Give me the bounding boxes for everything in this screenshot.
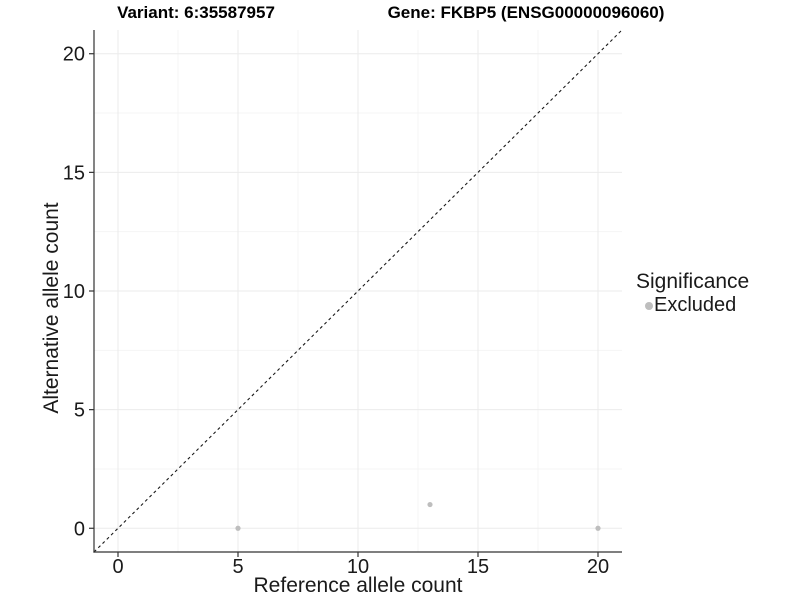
y-tick-label: 20 — [63, 44, 85, 66]
x-axis-title: Reference allele count — [253, 574, 463, 597]
y-axis-title: Alternative allele count — [40, 202, 63, 414]
y-tick-label: 10 — [63, 281, 85, 303]
y-tick-label: 15 — [63, 162, 85, 184]
y-tick-label: 0 — [74, 518, 85, 540]
legend: Significance Excluded — [636, 270, 749, 317]
x-tick-label: 10 — [347, 556, 369, 578]
data-point — [595, 525, 601, 531]
y-tick-label: 5 — [74, 400, 85, 422]
legend-item-label: Excluded — [654, 294, 737, 316]
x-tick-label: 15 — [467, 556, 489, 578]
identity-dashed-line — [93, 29, 623, 553]
legend-title: Significance — [636, 270, 750, 293]
data-point — [235, 525, 241, 531]
legend-key-dot — [645, 301, 653, 310]
x-tick-label: 5 — [232, 556, 243, 578]
legend-item-excluded: Excluded — [645, 294, 749, 317]
plot-title-variant: Variant: 6:35587957 — [117, 3, 275, 22]
plot-title-gene: Gene: FKBP5 (ENSG00000096060) — [387, 3, 665, 22]
data-point — [427, 501, 433, 508]
x-tick-label: 20 — [587, 556, 609, 578]
x-tick-label: 0 — [112, 556, 123, 578]
